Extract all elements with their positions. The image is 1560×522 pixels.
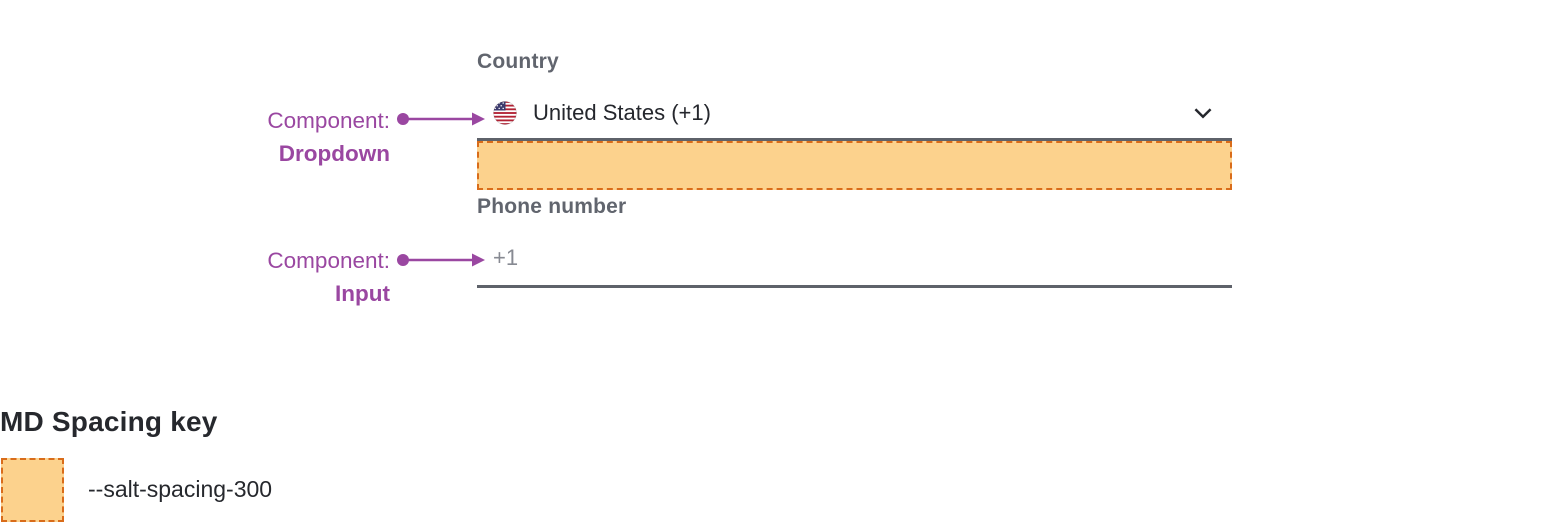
- us-flag-icon: [493, 100, 517, 125]
- chevron-down-icon: [1190, 100, 1216, 126]
- annotation-arrow-input-icon: [396, 249, 486, 271]
- country-dropdown-value: United States (+1): [533, 99, 711, 125]
- spacing-300-highlight: [477, 141, 1232, 190]
- phone-number-label: Phone number: [477, 195, 627, 218]
- annotation-arrow-dropdown-icon: [396, 108, 486, 130]
- phone-number-input[interactable]: [477, 230, 1232, 288]
- spacing-key-title: MD Spacing key: [0, 406, 218, 437]
- annotation-input-component: Input: [335, 281, 390, 306]
- annotation-dropdown-component: Dropdown: [278, 141, 390, 166]
- annotation-input-prefix: Component:: [267, 248, 390, 273]
- annotation-input: Component: Input: [40, 244, 390, 310]
- country-dropdown[interactable]: United States (+1): [477, 87, 1232, 141]
- annotation-dropdown-prefix: Component:: [267, 108, 390, 133]
- spacing-300-swatch: [1, 458, 64, 522]
- spacing-300-token-label: --salt-spacing-300: [88, 476, 273, 502]
- country-label: Country: [477, 50, 559, 73]
- annotation-dropdown: Component: Dropdown: [40, 104, 390, 170]
